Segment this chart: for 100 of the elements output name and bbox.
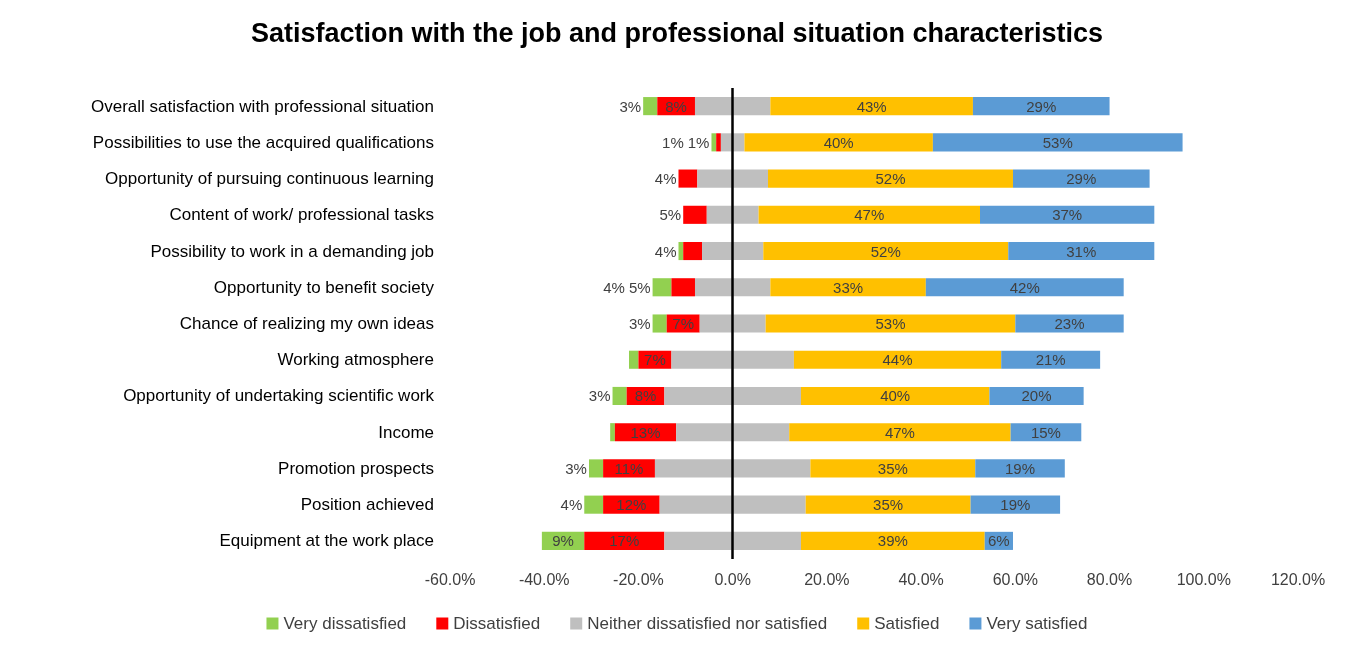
bar (765, 314, 1016, 333)
x-tick-label: 0.0% (714, 570, 751, 588)
bar (654, 459, 811, 478)
y-tick-label: Position achieved (300, 495, 434, 515)
bar (972, 97, 1110, 116)
bar (694, 278, 771, 297)
legend-label: Satisfied (874, 614, 940, 633)
bar (770, 97, 973, 116)
bar (711, 133, 717, 152)
bar (652, 314, 667, 333)
data-label: 11% (614, 459, 644, 477)
bar (1008, 241, 1155, 261)
data-label: 5% (659, 206, 682, 224)
x-tick-label: 120.0% (1270, 570, 1326, 588)
y-tick-label: Opportunity of pursuing continuous learning (105, 169, 434, 189)
legend-label: Dissatisfied (453, 614, 541, 633)
data-label: 6% (988, 532, 1010, 550)
data-label: 3% (588, 387, 611, 405)
bar (800, 531, 985, 550)
data-label: 40% (823, 133, 854, 151)
bar (805, 495, 971, 514)
data-label: 53% (1042, 133, 1073, 151)
bar (683, 205, 707, 224)
data-label: 39% (877, 532, 908, 550)
y-tick-label: Income (378, 422, 434, 442)
bar (671, 278, 695, 297)
bar (678, 169, 698, 188)
bar (683, 241, 703, 261)
y-tick-label: Equipment at the work place (219, 531, 434, 551)
data-label: 17% (609, 532, 640, 550)
bar (706, 205, 759, 224)
bar (610, 423, 615, 442)
bar (1012, 169, 1150, 188)
y-tick-label: Opportunity to benefit society (213, 277, 435, 297)
data-label: 31% (1066, 242, 1097, 260)
bar (758, 205, 980, 224)
data-label: 23% (1054, 315, 1085, 332)
chart-title: Satisfaction with the job and professional situation characteristics (250, 17, 1104, 48)
legend-label: Very satisfied (986, 614, 1088, 633)
bar (1001, 350, 1101, 369)
bar (763, 241, 1009, 261)
y-tick-label: Working atmosphere (277, 350, 434, 370)
data-label: 4% (654, 170, 677, 188)
legend-label: Very dissatisfied (283, 614, 407, 633)
x-tick-label: -20.0% (613, 570, 664, 588)
bar (793, 350, 1002, 369)
data-label: 19% (1005, 459, 1036, 477)
bar (664, 386, 801, 406)
legend-label: Neither dissatisfied nor satisfied (587, 614, 828, 633)
data-label: 42% (1009, 278, 1040, 296)
bar (744, 133, 933, 152)
data-label: 20% (1021, 387, 1052, 405)
bar (980, 205, 1155, 224)
bar (770, 278, 926, 297)
data-label: 35% (877, 459, 908, 477)
bar (800, 386, 990, 406)
data-label: 15% (1030, 423, 1061, 441)
data-label: 9% (552, 532, 574, 550)
data-label: 3% (619, 97, 642, 115)
data-label: 53% (875, 315, 906, 332)
bar (989, 386, 1084, 406)
data-label: 8% (665, 97, 687, 115)
bar (629, 350, 639, 369)
data-label: 12% (616, 496, 647, 514)
bar (699, 314, 766, 333)
data-label: 43% (856, 97, 887, 115)
data-label: 40% (880, 387, 911, 405)
data-label: 47% (884, 423, 915, 441)
data-label: 29% (1026, 97, 1057, 115)
bar (652, 278, 672, 297)
bar (1015, 314, 1124, 333)
bar (643, 97, 658, 116)
bar (789, 423, 1011, 442)
data-label: 13% (630, 423, 661, 441)
y-tick-label: Opportunity of undertaking scientific work (123, 386, 435, 406)
data-label: 3% (565, 459, 587, 477)
bar (659, 495, 806, 514)
y-tick-label: Content of work/ professional tasks (169, 205, 434, 225)
data-label: 1% (662, 133, 684, 151)
bar (588, 459, 604, 478)
bar (697, 169, 768, 188)
bar (612, 386, 627, 406)
data-label: 35% (873, 496, 904, 514)
data-label: 4% (603, 278, 625, 296)
x-tick-label: -60.0% (424, 570, 476, 588)
y-tick-label: Chance of realizing my own ideas (179, 314, 434, 333)
data-label: 33% (833, 278, 864, 296)
data-label: 4% (560, 496, 583, 514)
x-tick-label: 40.0% (898, 570, 944, 588)
bar (810, 459, 976, 478)
data-label: 37% (1052, 206, 1083, 224)
bar (925, 278, 1124, 297)
bar (932, 133, 1183, 152)
bar (716, 133, 721, 152)
bar (671, 350, 794, 369)
data-label: 52% (870, 242, 901, 260)
data-label: 1% (687, 133, 710, 151)
data-label: 52% (875, 170, 906, 188)
data-label: 44% (882, 351, 913, 369)
x-tick-label: -40.0% (518, 570, 570, 588)
